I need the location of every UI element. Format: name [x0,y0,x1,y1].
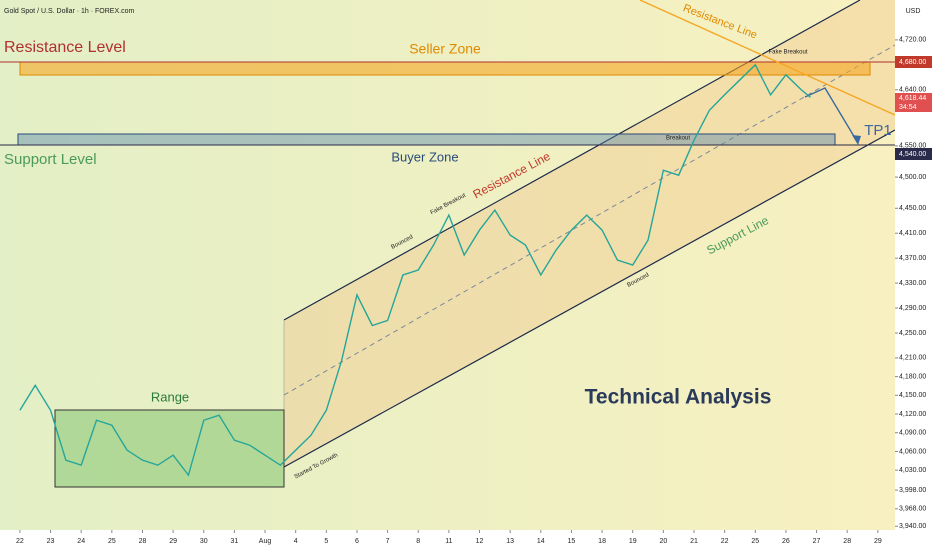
annotation: Breakout [666,136,690,142]
price-label-bg [895,56,932,68]
x-tick-label: 11 [445,538,452,545]
x-tick-label: Aug [259,538,272,545]
x-tick-label: 28 [843,538,851,545]
x-tick-label: 22 [721,538,729,545]
y-tick-label: 4,120.00 [899,411,926,418]
annotation: Resistance Level [4,39,126,56]
arrow-head [852,135,861,145]
y-tick-label: 4,250.00 [899,330,926,337]
currency: USD [906,8,921,15]
x-tick-label: 4 [294,538,298,545]
y-tick-label: 4,410.00 [899,230,926,237]
y-tick-label: 4,290.00 [899,305,926,312]
x-tick-label: 29 [874,538,882,545]
x-tick-label: 15 [568,538,576,545]
x-tick-label: 6 [355,538,359,545]
x-tick-label: 5 [324,538,328,545]
annotation: Fake Breakout [768,50,807,56]
chart-title: Gold Spot / U.S. Dollar · 1h · FOREX.com [4,8,134,15]
resistance-line [639,0,896,116]
price-label: 4,540.00 [899,151,926,158]
projection-arrow [804,87,859,144]
y-tick-label: 4,180.00 [899,373,926,380]
buyer-zone [17,133,836,146]
channel-upper [283,0,861,321]
price-label: 4,618.44 [899,95,926,102]
annotation: Seller Zone [409,41,481,57]
y-tick-label: 3,998.00 [899,487,926,494]
y-tick-label: 4,090.00 [899,430,926,437]
x-tick-label: 7 [386,538,390,545]
y-tick-label: 4,030.00 [899,467,926,474]
annotation: Support Level [4,151,97,168]
x-tick-label: 28 [139,538,147,545]
price-line [19,63,811,477]
x-tick-label: 21 [690,538,698,545]
y-tick-label: 4,500.00 [899,174,926,181]
time-axis [0,530,895,550]
x-tick-label: 20 [659,538,667,545]
annotation: TP1 [864,122,892,139]
x-tick-label: 18 [598,538,606,545]
y-tick-label: 4,550.00 [899,143,926,150]
x-tick-label: 13 [506,538,514,545]
y-tick-label: 4,210.00 [899,355,926,362]
y-tick-label: 4,370.00 [899,255,926,262]
y-tick-label: 4,330.00 [899,280,926,287]
x-tick-label: 12 [476,538,484,545]
price-label: 34:54 [899,104,917,111]
price-axis [895,0,932,550]
y-tick-label: 3,968.00 [899,506,926,513]
x-tick-label: 25 [751,538,759,545]
x-tick-label: 19 [629,538,637,545]
x-tick-label: 22 [16,538,24,545]
annotation: Technical Analysis [585,386,772,409]
y-tick-label: 4,450.00 [899,205,926,212]
price-label-bg [895,148,932,160]
annotation: Range [151,389,189,404]
x-tick-label: 26 [782,538,790,545]
seller-zone [19,61,871,76]
x-tick-label: 29 [169,538,177,545]
y-tick-label: 4,060.00 [899,448,926,455]
price-label: 4,680.00 [899,59,926,66]
x-tick-label: 31 [230,538,238,545]
channel-mid [283,44,896,396]
range-box [54,409,285,488]
x-tick-label: 27 [813,538,821,545]
y-tick-label: 3,940.00 [899,523,926,530]
x-tick-label: 30 [200,538,208,545]
channel [284,0,895,467]
x-tick-label: 23 [47,538,55,545]
x-tick-label: 24 [77,538,85,545]
price-label-bg [895,93,932,112]
channel-lower [283,129,896,468]
x-tick-label: 25 [108,538,116,545]
y-tick-label: 4,720.00 [899,37,926,44]
x-tick-label: 8 [416,538,420,545]
y-tick-label: 4,150.00 [899,392,926,399]
x-tick-label: 14 [537,538,545,545]
y-tick-label: 4,640.00 [899,87,926,94]
annotation: Buyer Zone [391,149,458,164]
